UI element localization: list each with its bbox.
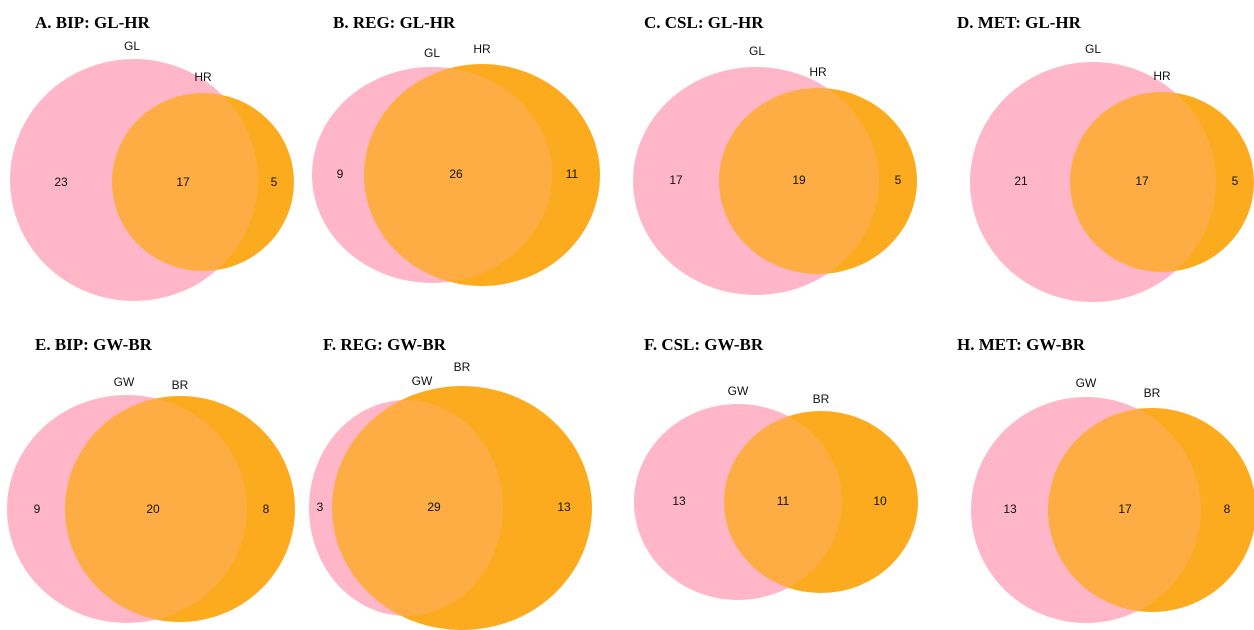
- right-set-circle: [1070, 92, 1254, 272]
- right-set-circle: [112, 93, 294, 271]
- intersection-region: [332, 400, 503, 616]
- left-only-count: 13: [1003, 502, 1017, 516]
- right-set-label: HR: [1153, 69, 1171, 83]
- venn-panel: [309, 386, 592, 630]
- venn-panel: [634, 404, 918, 600]
- venn-panel: [7, 395, 295, 623]
- intersection-count: 26: [449, 167, 463, 181]
- left-only-count: 13: [672, 494, 686, 508]
- left-only-count: 9: [34, 502, 41, 516]
- right-only-count: 5: [1232, 174, 1239, 188]
- intersection-count: 20: [146, 502, 160, 516]
- right-set-label: BR: [813, 392, 830, 406]
- panel-title: C. CSL: GL-HR: [644, 13, 764, 32]
- panel-title: E. BIP: GW-BR: [35, 335, 153, 354]
- left-only-count: 9: [337, 167, 344, 181]
- right-only-count: 8: [263, 502, 270, 516]
- right-only-count: 11: [566, 167, 579, 181]
- right-set-label: BR: [172, 378, 189, 392]
- intersection-region: [719, 88, 879, 274]
- right-set-circle: [1048, 408, 1254, 612]
- left-set-label: GW: [728, 384, 749, 398]
- intersection-count: 17: [1135, 174, 1149, 188]
- left-set-label: GW: [412, 374, 433, 388]
- venn-panel: [633, 67, 917, 295]
- venn-panel: [971, 397, 1254, 623]
- right-set-circle: [724, 411, 918, 593]
- right-only-count: 10: [873, 494, 887, 508]
- right-only-count: 13: [557, 500, 571, 514]
- left-only-count: 21: [1014, 174, 1028, 188]
- intersection-count: 19: [792, 173, 806, 187]
- left-set-label: GL: [424, 46, 440, 60]
- venn-panel: [970, 62, 1254, 302]
- left-set-label: GW: [1076, 376, 1097, 390]
- intersection-count: 29: [427, 500, 441, 514]
- right-set-label: HR: [809, 65, 827, 79]
- left-only-count: 17: [669, 173, 683, 187]
- left-only-count: 23: [54, 175, 68, 189]
- intersection-count: 17: [1118, 502, 1132, 516]
- intersection-count: 17: [176, 175, 190, 189]
- right-only-count: 5: [895, 173, 902, 187]
- panel-title: B. REG: GL-HR: [333, 13, 456, 32]
- right-set-circle: [65, 396, 295, 622]
- right-set-circle: [719, 88, 917, 274]
- left-set-label: GW: [114, 375, 135, 389]
- right-set-label: HR: [194, 70, 212, 84]
- intersection-region: [1048, 408, 1201, 612]
- panel-title: H. MET: GW-BR: [957, 335, 1086, 354]
- venn-panel: [10, 59, 294, 301]
- right-set-label: HR: [473, 42, 491, 56]
- intersection-count: 11: [777, 494, 790, 508]
- left-set-label: GL: [124, 39, 140, 53]
- venn-panel: [312, 64, 600, 286]
- panel-title: F. REG: GW-BR: [323, 335, 447, 354]
- left-set-label: GL: [749, 44, 765, 58]
- right-set-circle: [364, 64, 600, 286]
- left-set-label: GL: [1085, 42, 1101, 56]
- panel-title: D. MET: GL-HR: [957, 13, 1082, 32]
- right-set-label: BR: [454, 360, 471, 374]
- right-only-count: 5: [271, 175, 278, 189]
- panel-title: A. BIP: GL-HR: [35, 13, 150, 32]
- panel-title: F. CSL: GW-BR: [644, 335, 764, 354]
- right-set-label: BR: [1144, 386, 1161, 400]
- right-set-circle: [332, 386, 592, 630]
- left-only-count: 3: [317, 500, 324, 514]
- right-only-count: 8: [1224, 502, 1231, 516]
- intersection-region: [724, 411, 842, 593]
